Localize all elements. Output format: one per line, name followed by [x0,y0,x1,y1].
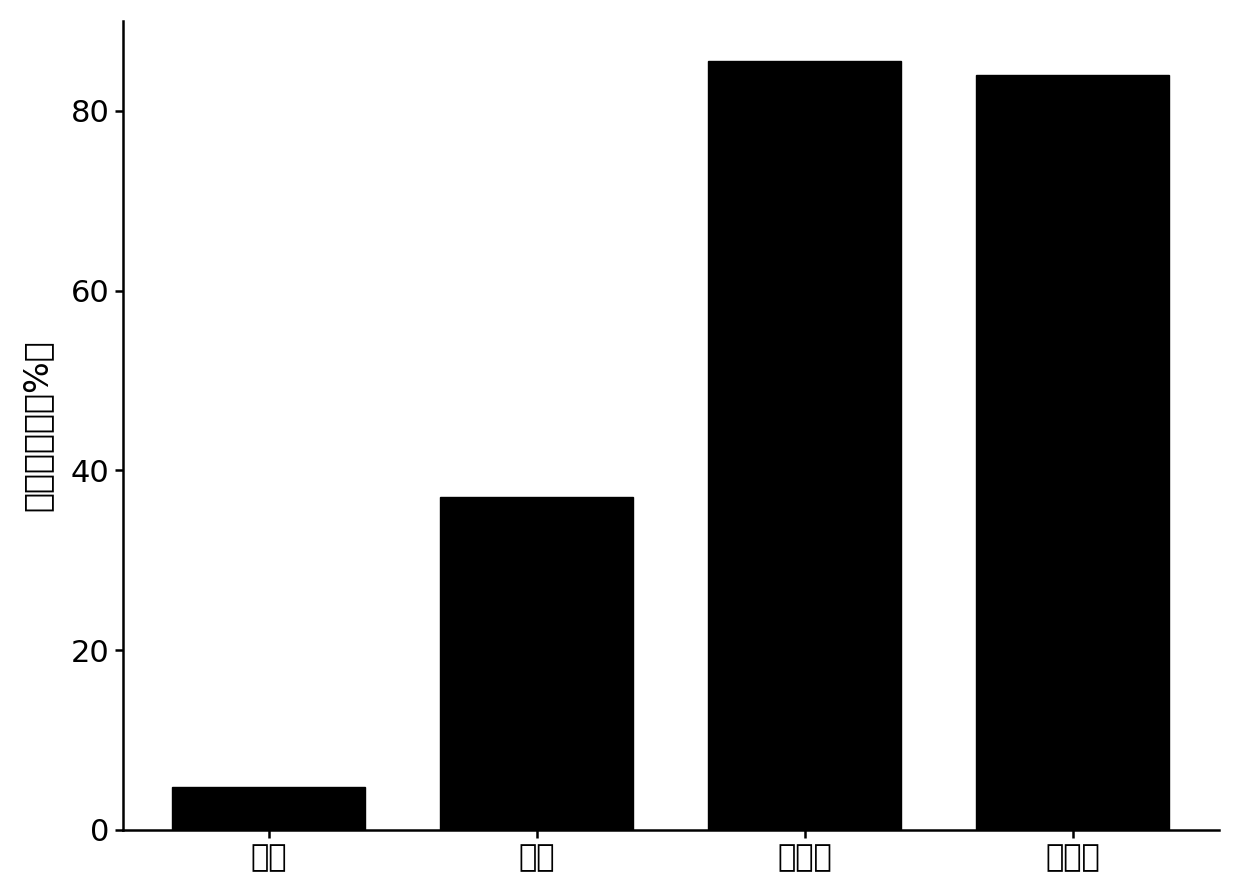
Bar [172,787,366,830]
Bar [708,62,901,830]
Bar [440,497,634,830]
Y-axis label: 胡椒醇产率（%）: 胡椒醇产率（%） [21,339,53,512]
Bar [976,75,1169,830]
